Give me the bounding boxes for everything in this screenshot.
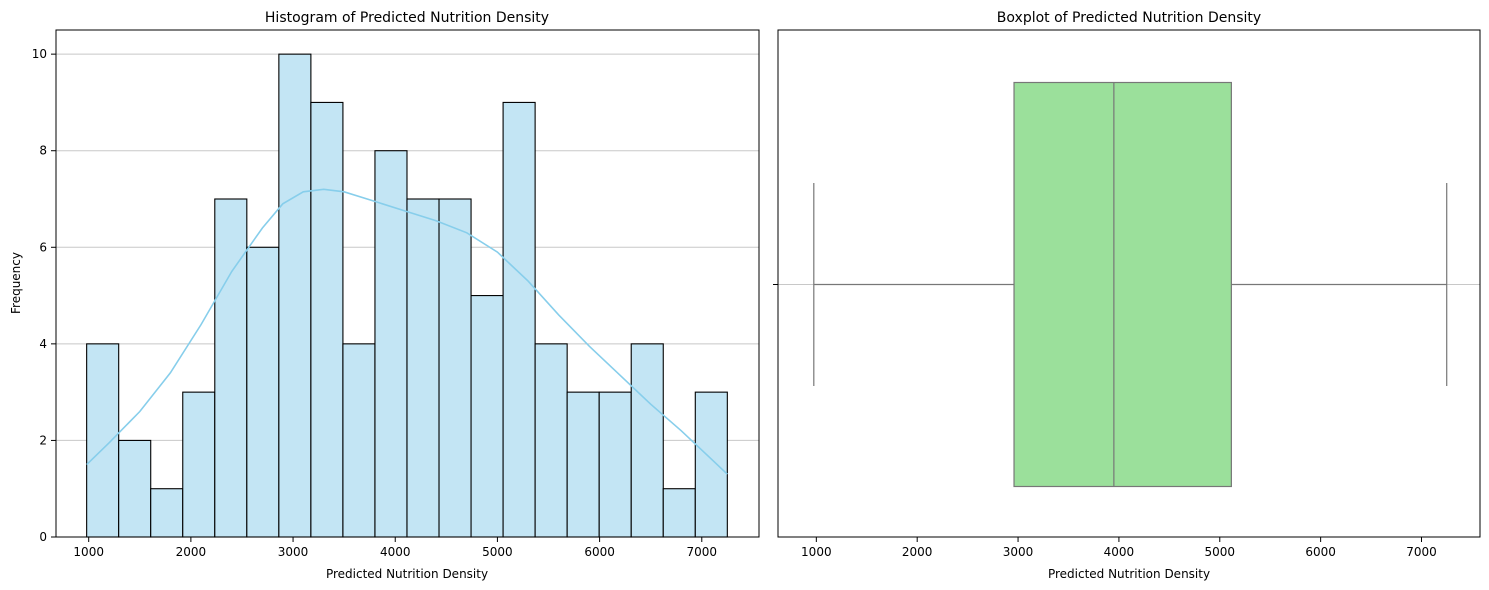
histogram-y-tick-label: 6 bbox=[39, 240, 47, 254]
boxplot-panel: 1000 2000 3000 4000 5000 6000 7000 Boxplot of … bbox=[773, 10, 1481, 581]
histogram-bar bbox=[86, 343, 120, 538]
histogram-x-tick-label: 2000 bbox=[176, 545, 207, 559]
histogram-bar bbox=[598, 391, 632, 538]
histogram-bar bbox=[534, 343, 568, 538]
histogram-bar bbox=[118, 439, 152, 538]
histogram-y-tick-label: 8 bbox=[39, 144, 47, 158]
histogram-x-ticks: 1000 2000 3000 4000 5000 6000 7000 bbox=[73, 537, 717, 559]
histogram-bar bbox=[438, 198, 472, 538]
histogram-frame bbox=[55, 29, 760, 538]
histogram-bar bbox=[278, 53, 312, 538]
histogram-bar bbox=[406, 198, 440, 538]
histogram-bar bbox=[630, 343, 664, 538]
histogram-x-axis-label: Predicted Nutrition Density bbox=[326, 567, 488, 581]
boxplot-x-ticks: 1000 2000 3000 4000 5000 6000 7000 bbox=[801, 537, 1437, 559]
histogram-x-tick-label: 4000 bbox=[380, 545, 411, 559]
boxplot-x-tick-label: 6000 bbox=[1305, 545, 1336, 559]
boxplot-frame bbox=[777, 29, 1481, 538]
histogram-bar bbox=[374, 150, 408, 538]
histogram-y-tick-label: 10 bbox=[32, 47, 47, 61]
histogram-bar bbox=[246, 246, 280, 538]
histogram-bars bbox=[86, 53, 728, 538]
histogram-x-tick-label: 3000 bbox=[278, 545, 309, 559]
boxplot-x-tick-label: 4000 bbox=[1104, 545, 1135, 559]
histogram-x-tick-label: 5000 bbox=[482, 545, 513, 559]
histogram-bar bbox=[342, 343, 376, 538]
histogram-bar bbox=[150, 488, 184, 538]
interquartile-box bbox=[1013, 81, 1232, 488]
histogram-bar bbox=[214, 198, 248, 538]
histogram-y-tick-label: 4 bbox=[39, 337, 47, 351]
boxplot-x-tick-label: 3000 bbox=[1003, 545, 1034, 559]
histogram-bar bbox=[502, 101, 536, 538]
histogram-y-tick-label: 2 bbox=[39, 433, 47, 447]
histogram-bar bbox=[566, 391, 600, 538]
histogram-title: Histogram of Predicted Nutrition Density bbox=[265, 10, 549, 26]
boxplot-title: Boxplot of Predicted Nutrition Density bbox=[997, 10, 1261, 26]
histogram-y-axis-label: Frequency bbox=[9, 252, 23, 314]
boxplot-x-tick-label: 1000 bbox=[801, 545, 832, 559]
boxplot-x-axis-label: Predicted Nutrition Density bbox=[1048, 567, 1210, 581]
histogram-bar bbox=[310, 101, 344, 538]
boxplot-marks bbox=[813, 81, 1448, 488]
histogram-y-ticks: 0 2 4 6 8 10 bbox=[32, 47, 56, 544]
histogram-bar bbox=[182, 391, 216, 538]
boxplot-x-tick-label: 2000 bbox=[902, 545, 933, 559]
histogram-x-tick-label: 6000 bbox=[584, 545, 615, 559]
boxplot-x-tick-label: 5000 bbox=[1205, 545, 1236, 559]
histogram-bar bbox=[694, 391, 728, 538]
histogram-panel: 1000 2000 3000 4000 5000 6000 7000 0 2 4 6 8 10 His… bbox=[9, 10, 760, 581]
histogram-bar bbox=[662, 488, 696, 538]
kde-curve bbox=[86, 188, 728, 475]
histogram-x-tick-label: 1000 bbox=[73, 545, 104, 559]
histogram-x-tick-label: 7000 bbox=[687, 545, 718, 559]
histogram-bar bbox=[470, 295, 504, 538]
histogram-y-tick-label: 0 bbox=[39, 530, 47, 544]
boxplot-x-tick-label: 7000 bbox=[1406, 545, 1437, 559]
